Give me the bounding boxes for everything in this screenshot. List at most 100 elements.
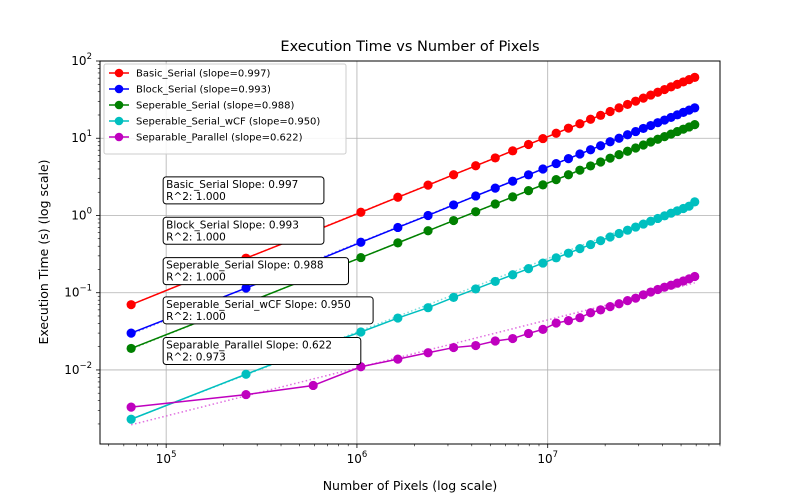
seperable-serial-wcf-slope-0-950-point bbox=[508, 270, 518, 280]
seperable-serial-wcf-slope-0-950-point bbox=[241, 369, 251, 379]
block-serial-slope-0-993-point bbox=[241, 283, 251, 293]
separable-parallel-slope-0-622-point bbox=[638, 290, 648, 300]
annotation-r2-text: R^2: 1.000 bbox=[166, 272, 226, 284]
separable-parallel-slope-0-622-point bbox=[614, 299, 624, 309]
basic-serial-slope-0-997-point bbox=[523, 139, 534, 150]
annotation-slope-text: Block_Serial Slope: 0.993 bbox=[166, 219, 299, 231]
basic-serial-slope-0-997-point bbox=[690, 72, 700, 82]
legend-marker-swatch bbox=[114, 100, 124, 110]
seperable-serial-wcf-slope-0-950-point bbox=[538, 258, 548, 268]
annotation-box bbox=[162, 296, 374, 325]
basic-serial-slope-0-997-point bbox=[631, 96, 641, 106]
legend-marker-swatch bbox=[114, 116, 124, 126]
seperable-serial-wcf-slope-0-950-point bbox=[646, 216, 656, 226]
basic-serial-slope-0-997-point bbox=[393, 192, 403, 202]
seperable-serial-slope-0-988-point bbox=[471, 207, 481, 217]
plot-frame bbox=[99, 60, 721, 445]
block-serial-slope-0-993-point bbox=[575, 149, 585, 159]
seperable-serial-wcf-slope-0-950-point bbox=[614, 228, 624, 239]
seperable-serial-slope-0-988-point bbox=[448, 215, 459, 226]
basic-serial-slope-0-997-point bbox=[471, 161, 481, 171]
block-serial-slope-0-993-point bbox=[596, 141, 606, 151]
seperable-serial-slope-0-988-point bbox=[563, 170, 574, 180]
block-serial-slope-0-993-point bbox=[631, 126, 641, 137]
separable-parallel-slope-0-622-point bbox=[471, 340, 481, 351]
separable-parallel-slope-0-622-point bbox=[423, 348, 433, 358]
separable-parallel-slope-0-622-point bbox=[605, 302, 615, 312]
basic-serial-slope-0-997-point bbox=[622, 99, 633, 110]
basic-serial-slope-0-997-point bbox=[551, 128, 561, 138]
annotation-slope-text: Basic_Serial Slope: 0.997 bbox=[166, 179, 298, 191]
seperable-serial-slope-0-988-point bbox=[575, 165, 585, 175]
seperable-serial-wcf-slope-0-950-point bbox=[563, 248, 574, 258]
seperable-serial-slope-0-988-point bbox=[585, 161, 596, 171]
separable-parallel-slope-0-622-point bbox=[308, 380, 318, 391]
seperable-serial-wcf-slope-0-950-point bbox=[471, 284, 481, 294]
legend-entry-label: Basic_Serial (slope=0.997) bbox=[136, 69, 270, 80]
seperable-serial-slope-0-988-point bbox=[646, 137, 656, 147]
legend-entry-label: Seperable_Serial_wCF (slope=0.950) bbox=[136, 117, 320, 128]
basic-serial-slope-0-997-point bbox=[605, 106, 615, 117]
seperable-serial-wcf-slope-0-950-point bbox=[523, 264, 534, 274]
basic-serial-slope-0-997-point bbox=[126, 300, 136, 310]
annotation-r2-text: R^2: 0.973 bbox=[166, 351, 226, 363]
seperable-serial-wcf-slope-0-950-point bbox=[596, 236, 606, 246]
basic-serial-slope-0-997-point bbox=[563, 123, 574, 133]
legend-entry-label: Separable_Parallel (slope=0.622) bbox=[136, 133, 303, 144]
legend-marker-swatch bbox=[114, 68, 124, 78]
block-serial-slope-0-993-point bbox=[638, 123, 648, 134]
block-serial-slope-0-993-point bbox=[523, 170, 534, 180]
basic-serial-slope-0-997-point bbox=[575, 119, 585, 129]
seperable-serial-slope-0-988-point bbox=[126, 343, 136, 354]
basic-serial-slope-0-997-point bbox=[596, 110, 606, 120]
separable-parallel-slope-0-622-point bbox=[523, 328, 534, 339]
separable-parallel-slope-0-622-point bbox=[596, 305, 606, 315]
annotation-box bbox=[162, 216, 325, 245]
block-serial-slope-0-993-point bbox=[393, 222, 403, 233]
separable-parallel-slope-0-622-point bbox=[551, 318, 561, 328]
seperable-serial-slope-0-988-point bbox=[551, 175, 561, 185]
separable-parallel-slope-0-622-point bbox=[490, 336, 500, 346]
separable-parallel-slope-0-622-point bbox=[508, 333, 518, 344]
seperable-serial-slope-0-988-point bbox=[614, 150, 624, 160]
block-serial-slope-0-993-point bbox=[690, 103, 700, 113]
seperable-serial-slope-0-988-point bbox=[538, 180, 548, 190]
block-serial-slope-0-993-point bbox=[605, 137, 615, 147]
block-serial-slope-0-993-point bbox=[646, 120, 656, 131]
seperable-serial-wcf-slope-0-950-point bbox=[638, 219, 648, 229]
basic-serial-slope-0-997-point bbox=[508, 146, 518, 156]
seperable-serial-wcf-slope-0-950-point bbox=[605, 232, 615, 242]
annotation-box bbox=[162, 176, 325, 205]
annotation-slope-text: Separable_Parallel Slope: 0.622 bbox=[166, 339, 332, 351]
seperable-serial-slope-0-988-point bbox=[393, 238, 403, 248]
block-serial-slope-0-993-point bbox=[622, 130, 633, 140]
basic-serial-slope-0-997-point bbox=[448, 170, 459, 180]
separable-parallel-slope-0-622-point bbox=[622, 296, 633, 306]
seperable-serial-slope-0-988-point bbox=[605, 153, 615, 163]
annotation-r2-text: R^2: 1.000 bbox=[166, 311, 226, 323]
seperable-serial-wcf-slope-0-950-point bbox=[551, 253, 561, 263]
seperable-serial-slope-0-988-point bbox=[638, 140, 648, 150]
seperable-serial-wcf-slope-0-950-point bbox=[448, 292, 459, 302]
annotation-slope-text: Seperable_Serial Slope: 0.988 bbox=[166, 260, 323, 272]
basic-serial-slope-0-997-point bbox=[538, 133, 548, 144]
basic-serial-slope-0-997-point bbox=[638, 93, 648, 103]
block-serial-slope-0-993-point bbox=[356, 237, 366, 247]
seperable-serial-slope-0-988-point bbox=[596, 157, 606, 167]
basic-serial-slope-0-997-point bbox=[356, 207, 366, 217]
block-serial-slope-0-993-point bbox=[551, 158, 561, 169]
seperable-serial-slope-0-988-point bbox=[423, 226, 433, 236]
block-serial-slope-0-993-point bbox=[563, 154, 574, 164]
seperable-serial-wcf-slope-0-950-point bbox=[393, 313, 403, 323]
seperable-serial-wcf-slope-0-950-point bbox=[631, 222, 641, 232]
separable-parallel-slope-0-622-point bbox=[646, 287, 656, 297]
seperable-serial-slope-0-988-point bbox=[631, 143, 641, 153]
block-serial-slope-0-993-point bbox=[614, 133, 624, 143]
legend-marker-swatch bbox=[114, 84, 124, 94]
basic-serial-slope-0-997-point bbox=[646, 90, 656, 100]
separable-parallel-slope-0-622-point bbox=[690, 271, 700, 282]
annotation-r2-text: R^2: 1.000 bbox=[166, 231, 226, 243]
seperable-serial-wcf-slope-0-950-point bbox=[490, 276, 500, 287]
